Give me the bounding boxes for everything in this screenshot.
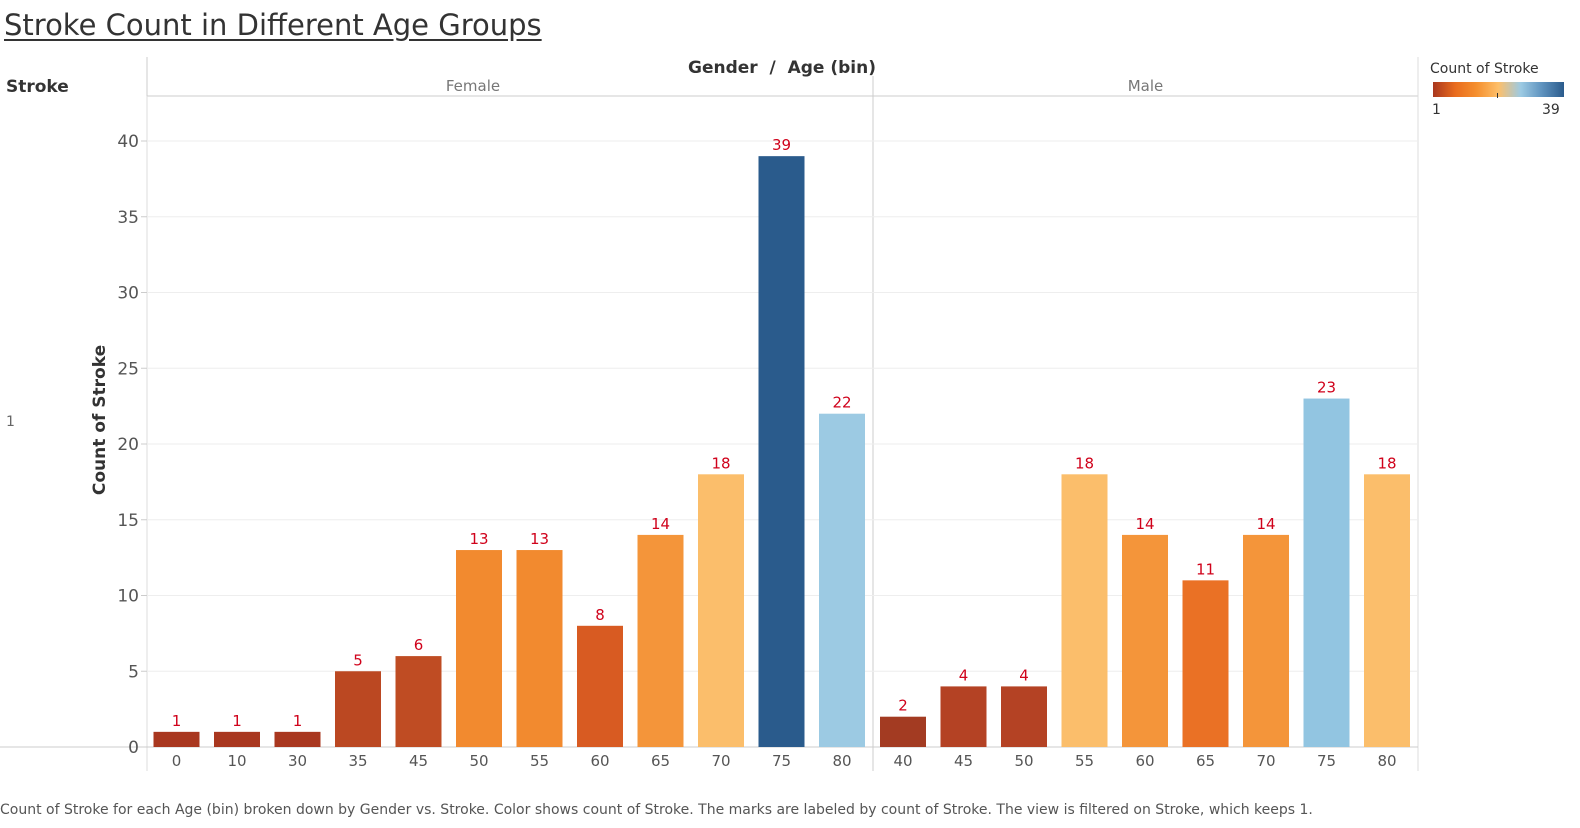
bar-male-45 <box>940 686 987 747</box>
y-tick-label: 20 <box>117 435 139 455</box>
y-tick-label: 5 <box>128 662 139 682</box>
y-tick-label: 35 <box>117 208 139 228</box>
x-tick-label: 35 <box>348 752 367 770</box>
bar-male-70 <box>1243 534 1289 747</box>
row-field-header: Stroke <box>6 77 69 97</box>
data-label: 18 <box>1377 454 1396 472</box>
data-label: 4 <box>1019 666 1029 684</box>
x-tick-label: 45 <box>409 752 428 770</box>
x-tick-label: 75 <box>772 752 791 770</box>
x-tick-label: 40 <box>893 752 912 770</box>
data-label: 1 <box>293 712 303 730</box>
x-tick-label: 50 <box>1014 752 1033 770</box>
panel-headers: Female Male <box>446 77 1163 95</box>
data-label: 13 <box>469 530 488 548</box>
bar-female-55 <box>516 550 563 747</box>
bar-female-75 <box>758 156 805 747</box>
row-value-label: 1 <box>6 414 15 430</box>
column-field-header: Gender / Age (bin) <box>688 58 876 78</box>
x-tick-label: 30 <box>288 752 307 770</box>
data-label: 14 <box>1135 515 1154 533</box>
bar-female-35 <box>335 671 381 747</box>
data-label: 39 <box>772 136 791 154</box>
x-tick-label: 60 <box>1135 752 1154 770</box>
x-tick-label: 45 <box>954 752 973 770</box>
data-label: 22 <box>832 394 851 412</box>
data-label: 13 <box>530 530 549 548</box>
data-label: 4 <box>959 666 969 684</box>
x-tick-label: 70 <box>711 752 730 770</box>
data-label: 14 <box>1256 515 1275 533</box>
data-label: 11 <box>1196 560 1215 578</box>
bar-female-0 <box>153 731 200 747</box>
bar-female-80 <box>819 413 865 747</box>
x-tick-label: 75 <box>1317 752 1336 770</box>
y-axis-title: Count of Stroke <box>90 345 110 495</box>
y-tick-label: 15 <box>117 511 139 531</box>
legend-color-ramp <box>1433 82 1564 97</box>
x-tick-label: 65 <box>1196 752 1215 770</box>
bar-female-70 <box>698 474 744 747</box>
y-tick-label: 30 <box>117 284 139 304</box>
data-label: 1 <box>172 712 182 730</box>
x-tick-label: 80 <box>832 752 851 770</box>
bar-female-65 <box>637 534 684 747</box>
legend-max-value: 39 <box>1542 102 1560 118</box>
legend-title: Count of Stroke <box>1430 61 1539 77</box>
data-label: 1 <box>232 712 242 730</box>
bar-female-50 <box>456 550 502 747</box>
chart-title: Stroke Count in Different Age Groups <box>4 8 542 42</box>
x-tick-label: 50 <box>469 752 488 770</box>
x-tick-label: 55 <box>530 752 549 770</box>
x-tick-label: 80 <box>1377 752 1396 770</box>
bar-female-60 <box>577 625 623 747</box>
bar-male-55 <box>1061 474 1108 747</box>
legend-center-tick <box>1497 93 1498 98</box>
y-axis: 0 5 10 15 20 25 30 35 40 <box>117 132 147 758</box>
x-tick-label: 70 <box>1256 752 1275 770</box>
bar-female-45 <box>395 656 442 747</box>
y-tick-label: 40 <box>117 132 139 152</box>
y-tick-label: 25 <box>117 359 139 379</box>
data-label: 2 <box>898 697 908 715</box>
chart-caption: Count of Stroke for each Age (bin) broke… <box>0 802 1313 818</box>
bar-male-65 <box>1182 580 1229 747</box>
data-label: 18 <box>1075 454 1094 472</box>
x-tick-label: 60 <box>590 752 609 770</box>
data-label: 14 <box>651 515 670 533</box>
panel-header-male: Male <box>1128 77 1164 95</box>
bar-female-10 <box>214 731 260 747</box>
bar-male-75 <box>1303 398 1350 747</box>
x-axis: 0 10 30 35 45 50 55 60 65 70 75 80 40 45 50 55 60 65 70 75 8… <box>172 752 1397 770</box>
x-tick-label: 65 <box>651 752 670 770</box>
y-tick-label: 10 <box>117 587 139 607</box>
data-label: 23 <box>1317 379 1336 397</box>
data-label: 5 <box>353 651 363 669</box>
data-label: 18 <box>711 454 730 472</box>
bar-male-50 <box>1001 686 1047 747</box>
y-tick-label: 0 <box>128 738 139 758</box>
bar-male-60 <box>1122 534 1168 747</box>
bar-female-30 <box>274 731 321 747</box>
bars <box>153 156 1410 747</box>
panel-header-female: Female <box>446 77 500 95</box>
x-tick-label: 0 <box>172 752 182 770</box>
data-label: 8 <box>595 606 605 624</box>
data-label: 6 <box>414 636 424 654</box>
x-tick-label: 10 <box>227 752 246 770</box>
legend-min-value: 1 <box>1432 102 1441 118</box>
bar-male-80 <box>1364 474 1410 747</box>
x-tick-label: 55 <box>1075 752 1094 770</box>
bar-male-40 <box>880 716 926 747</box>
